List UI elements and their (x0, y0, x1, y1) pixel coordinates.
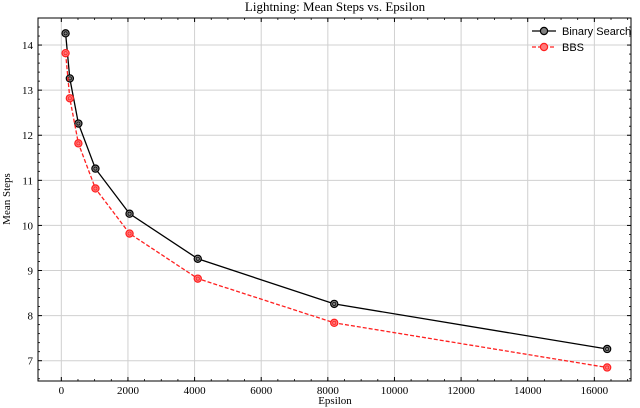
data-point (65, 94, 75, 103)
data-point (125, 209, 134, 218)
data-point-inner (93, 186, 98, 191)
x-tick-label: 14000 (514, 385, 542, 397)
data-point-inner (93, 166, 98, 171)
data-point-inner (127, 231, 132, 236)
x-tick-label: 10000 (381, 385, 409, 397)
legend-item: BBS (532, 42, 584, 54)
x-tick-label: 8000 (317, 385, 340, 397)
data-point-inner (332, 301, 337, 306)
data-point-inner (332, 320, 337, 325)
data-point (61, 48, 70, 58)
y-tick-label: 14 (22, 40, 34, 52)
plot-frame (37, 17, 632, 382)
legend: Binary Search BBS (532, 26, 631, 54)
data-point-inner (605, 347, 610, 351)
data-point-inner (195, 276, 200, 281)
series-line (64, 33, 608, 350)
data-point (193, 274, 202, 283)
x-axis-title: Epsilon (318, 395, 352, 407)
x-tick-label: 16000 (581, 385, 609, 397)
y-tick-label: 8 (28, 311, 34, 323)
legend-marker (539, 42, 549, 52)
data-point (330, 299, 339, 309)
data-point-inner (67, 96, 72, 101)
data-point (91, 184, 100, 193)
series-bbs (61, 48, 612, 372)
data-point (125, 229, 134, 238)
x-tick-label: 4000 (184, 385, 207, 397)
data-point-inner (76, 141, 81, 146)
legend-marker (539, 26, 549, 36)
data-point (602, 363, 612, 372)
y-axis-title: Mean Steps (1, 173, 13, 225)
x-tick-label: 0 (59, 385, 65, 397)
series-line (64, 53, 608, 369)
data-point (91, 164, 100, 173)
data-point-inner (605, 365, 610, 370)
series-binary-search (61, 29, 612, 354)
legend-label: Binary Search (562, 26, 631, 38)
y-tick-label: 7 (28, 356, 34, 368)
y-tick-label: 10 (22, 220, 34, 232)
data-point (61, 29, 70, 38)
data-point (330, 318, 339, 328)
series-layer (61, 29, 612, 372)
data-point-inner (127, 211, 132, 216)
data-point (74, 119, 83, 128)
data-point (193, 254, 202, 263)
data-point-inner (63, 31, 68, 36)
x-tick-label: 2000 (117, 385, 140, 397)
grid-lines (38, 18, 631, 381)
legend-label: BBS (562, 42, 584, 54)
data-point-inner (63, 51, 68, 56)
legend-item: Binary Search (532, 26, 631, 38)
data-point-inner (195, 256, 200, 261)
axis-ticks: 0 2000 4000 6000 8000 10000 12000 14000 16000 7 8 9… (22, 17, 631, 397)
y-tick-label: 12 (22, 130, 33, 142)
x-tick-label: 6000 (250, 385, 273, 397)
y-tick-label: 9 (28, 266, 34, 278)
y-tick-label: 13 (22, 85, 34, 97)
data-point (602, 344, 612, 354)
data-point (74, 139, 83, 148)
chart-title: Lightning: Mean Steps vs. Epsilon (245, 0, 426, 14)
data-point-inner (76, 121, 81, 126)
x-tick-label: 12000 (447, 385, 475, 397)
y-tick-label: 11 (22, 175, 33, 187)
